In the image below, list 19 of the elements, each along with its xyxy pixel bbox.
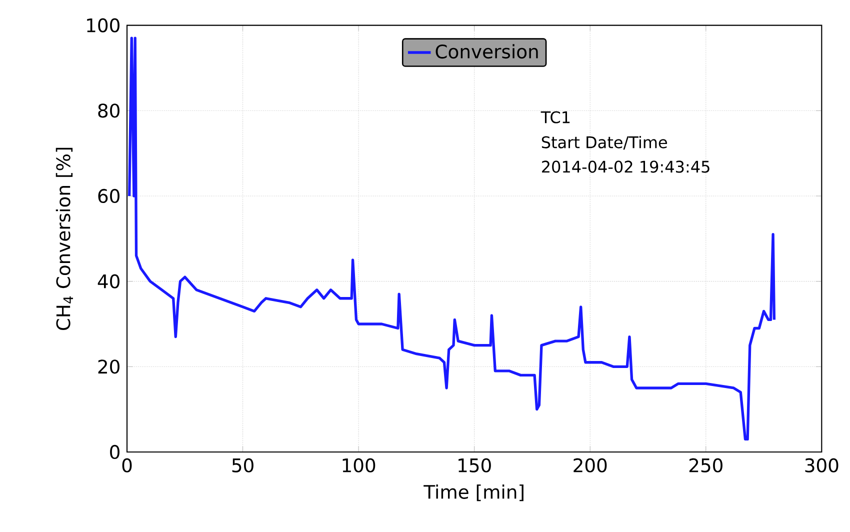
- y-axis-title: CH$_{4}$ Conversion [%]: [56, 148, 73, 330]
- y-tick-label: 20: [98, 360, 120, 374]
- annotation: Start Date/Time: [542, 136, 667, 150]
- x-tick-label: 100: [342, 458, 376, 472]
- x-tick-label: 200: [574, 458, 607, 472]
- y-tick-label: 100: [87, 18, 120, 32]
- y-tick-label: 60: [98, 188, 120, 204]
- annotation: TC1: [540, 111, 570, 124]
- legend-label: Conversion: [436, 44, 538, 59]
- y-tick-label: 0: [110, 444, 120, 460]
- x-tick-label: 50: [232, 458, 254, 472]
- y-tick-label: 80: [98, 104, 120, 118]
- x-tick-label: 150: [458, 458, 491, 472]
- annotation: 2014-04-02 19:43:45: [542, 160, 710, 173]
- x-tick-label: 0: [122, 458, 132, 472]
- x-tick-label: 250: [689, 458, 722, 472]
- x-tick-label: 300: [805, 458, 838, 472]
- x-axis-title: Time [min]: [424, 484, 524, 502]
- y-tick-label: 40: [98, 274, 120, 288]
